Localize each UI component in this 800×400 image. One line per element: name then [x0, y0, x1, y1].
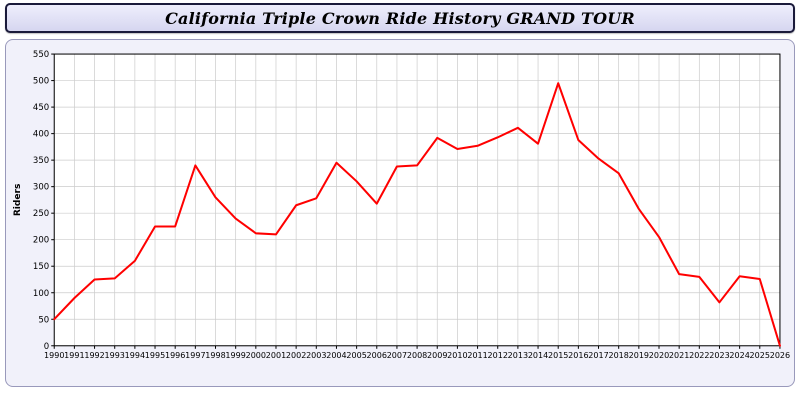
- svg-text:300: 300: [33, 183, 49, 193]
- page-title: California Triple Crown Ride History GRA…: [165, 8, 635, 28]
- x-axis-tick-labels: 1990 1991 1992 1993 1994 1995 1996 1997 1998 1999…: [44, 345, 790, 360]
- svg-text:2023: 2023: [709, 351, 729, 360]
- svg-text:400: 400: [33, 130, 49, 140]
- svg-text:2018: 2018: [608, 351, 628, 360]
- svg-text:2007: 2007: [387, 351, 407, 360]
- svg-text:2006: 2006: [367, 351, 387, 360]
- svg-text:550: 550: [33, 50, 49, 60]
- svg-text:2003: 2003: [306, 351, 326, 360]
- svg-text:2015: 2015: [548, 351, 568, 360]
- svg-text:2011: 2011: [467, 351, 487, 360]
- riders-series-line: [53, 82, 781, 347]
- svg-text:1996: 1996: [165, 351, 185, 360]
- svg-text:2008: 2008: [407, 351, 427, 360]
- svg-text:2012: 2012: [488, 351, 508, 360]
- svg-text:2021: 2021: [669, 351, 689, 360]
- svg-text:500: 500: [33, 77, 49, 87]
- svg-text:2010: 2010: [447, 351, 467, 360]
- svg-text:100: 100: [33, 289, 49, 299]
- gridlines: [53, 53, 781, 347]
- svg-text:2026: 2026: [770, 351, 790, 360]
- y-axis-tick-labels: 0 50 100 150 200 250 300 350 400 450 500 550: [33, 50, 55, 352]
- window-title-bar: California Triple Crown Ride History GRA…: [5, 3, 795, 33]
- svg-text:2005: 2005: [346, 351, 366, 360]
- svg-text:2002: 2002: [286, 351, 306, 360]
- svg-text:1997: 1997: [185, 351, 205, 360]
- svg-text:2024: 2024: [729, 351, 749, 360]
- svg-text:350: 350: [33, 156, 49, 166]
- svg-text:1999: 1999: [225, 351, 245, 360]
- svg-text:1991: 1991: [64, 351, 84, 360]
- svg-text:2017: 2017: [588, 351, 608, 360]
- svg-text:1994: 1994: [125, 351, 145, 360]
- svg-text:200: 200: [33, 236, 49, 246]
- y-axis-label: Riders: [13, 184, 23, 216]
- svg-text:1990: 1990: [44, 351, 64, 360]
- svg-text:2025: 2025: [750, 351, 770, 360]
- svg-text:2013: 2013: [508, 351, 528, 360]
- svg-text:1995: 1995: [145, 351, 165, 360]
- svg-text:2014: 2014: [528, 351, 548, 360]
- svg-text:1998: 1998: [205, 351, 225, 360]
- svg-text:450: 450: [33, 103, 49, 113]
- svg-text:2016: 2016: [568, 351, 588, 360]
- svg-text:2001: 2001: [266, 351, 286, 360]
- svg-text:50: 50: [38, 315, 49, 325]
- svg-text:2022: 2022: [689, 351, 709, 360]
- svg-text:150: 150: [33, 262, 49, 272]
- svg-text:1993: 1993: [104, 351, 124, 360]
- svg-text:0: 0: [44, 342, 49, 352]
- svg-text:2019: 2019: [629, 351, 649, 360]
- svg-text:250: 250: [33, 209, 49, 219]
- svg-text:2000: 2000: [246, 351, 266, 360]
- svg-text:2020: 2020: [649, 351, 669, 360]
- svg-text:1992: 1992: [84, 351, 104, 360]
- svg-text:2009: 2009: [427, 351, 447, 360]
- svg-text:2004: 2004: [326, 351, 346, 360]
- chart-panel: 0 50 100 150 200 250 300 350 400 450 500 550 1990 199…: [5, 39, 795, 387]
